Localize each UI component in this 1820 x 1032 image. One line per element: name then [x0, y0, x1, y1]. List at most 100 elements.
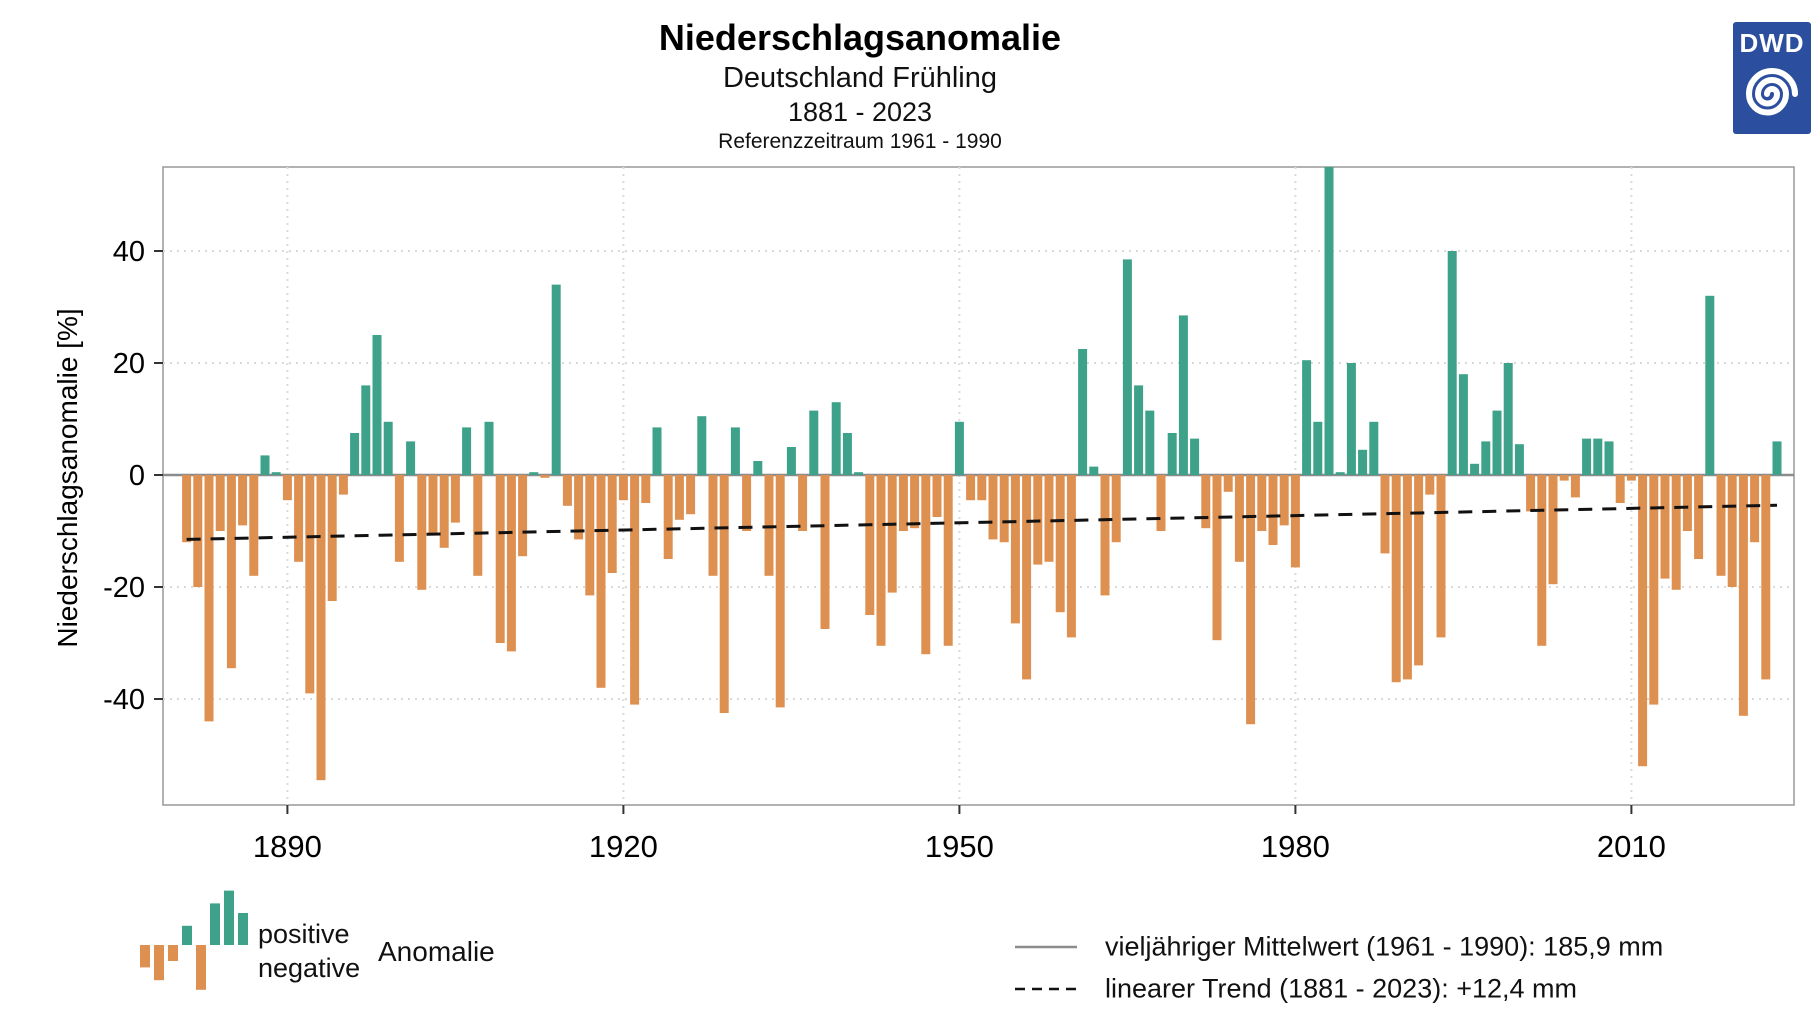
bar-1912 [529, 472, 539, 475]
bar-1984 [1335, 472, 1345, 475]
bar-1916 [574, 475, 584, 540]
bar-2017 [1705, 295, 1715, 475]
legend-icon-bar [210, 903, 220, 945]
bar-1952 [977, 475, 987, 501]
bar-1999 [1503, 363, 1513, 475]
bar-1993 [1436, 475, 1446, 638]
bar-1958 [1044, 475, 1054, 562]
legend-anomaly: positive negative Anomalie [140, 890, 495, 1020]
bar-1936 [798, 475, 808, 531]
bar-1882 [193, 475, 203, 587]
y-tick-label--40: -40 [103, 684, 145, 716]
bar-1892 [305, 475, 315, 694]
bar-1895 [338, 475, 348, 495]
bar-1966 [1134, 385, 1144, 475]
bar-1910 [506, 475, 516, 652]
bar-1907 [473, 475, 483, 576]
bar-1985 [1346, 363, 1356, 475]
bar-1991 [1414, 475, 1424, 666]
legend-mean-row: vieljähriger Mittelwert (1961 - 1990): 1… [1015, 930, 1663, 972]
chart-subtitle-region-season: Deutschland Frühling [722, 61, 998, 94]
bar-1989 [1391, 475, 1401, 683]
bar-1947 [921, 475, 931, 655]
bar-2023 [1772, 441, 1782, 475]
bar-1891 [294, 475, 304, 562]
bar-1886 [238, 475, 248, 526]
bar-1946 [910, 475, 920, 529]
x-tick-label-1950: 1950 [925, 829, 994, 864]
trend-line [186, 503, 1778, 541]
mean-line-icon [1015, 945, 1077, 949]
bar-1911 [518, 475, 528, 557]
bar-1944 [887, 475, 897, 593]
bar-1884 [215, 475, 225, 531]
bar-1998 [1492, 410, 1502, 475]
bar-2008 [1604, 441, 1614, 475]
bar-1919 [607, 475, 617, 573]
bar-1896 [350, 433, 360, 475]
chart-header: Niederschlagsanomalie Deutschland Frühli… [0, 0, 1720, 154]
bar-1929 [719, 475, 729, 713]
bar-1980 [1290, 475, 1300, 568]
bar-2013 [1660, 475, 1670, 579]
bar-1913 [540, 475, 550, 478]
bar-2003 [1548, 475, 1558, 585]
bar-1920 [618, 475, 628, 501]
bar-1982 [1313, 421, 1323, 475]
bar-1942 [865, 475, 875, 615]
bar-1898 [372, 335, 382, 475]
bar-1948 [932, 475, 942, 517]
bar-1967 [1145, 410, 1155, 475]
bar-2001 [1526, 475, 1536, 512]
bar-1965 [1122, 259, 1132, 475]
bar-1976 [1246, 475, 1256, 725]
bar-1909 [495, 475, 505, 643]
legend-negative-label: negative [258, 952, 361, 983]
bar-2004 [1559, 475, 1569, 481]
bar-1979 [1279, 475, 1289, 526]
bar-2020 [1738, 475, 1748, 716]
bar-2011 [1638, 475, 1648, 767]
bar-1908 [484, 421, 494, 475]
bar-2006 [1582, 438, 1592, 475]
bar-1917 [585, 475, 595, 596]
bar-1949 [943, 475, 953, 646]
bar-1953 [988, 475, 998, 540]
bar-1904 [439, 475, 449, 548]
bar-2018 [1716, 475, 1726, 576]
x-tick-label-1920: 1920 [589, 829, 658, 864]
bar-1959 [1055, 475, 1065, 613]
bar-1997 [1481, 441, 1491, 475]
bar-1963 [1100, 475, 1110, 596]
legend-icon-bar [154, 945, 164, 981]
legend-trend-row: linearer Trend (1881 - 2023): +12,4 mm [1015, 972, 1663, 1014]
bar-2002 [1537, 475, 1547, 646]
bar-1971 [1190, 438, 1200, 475]
bar-1994 [1447, 251, 1457, 475]
bar-1996 [1470, 463, 1480, 475]
bar-1964 [1111, 475, 1121, 543]
y-tick-label-20: 20 [113, 348, 145, 380]
y-tick-label-0: 0 [129, 460, 145, 492]
bar-1901 [406, 441, 416, 475]
legend-icon-bar [168, 945, 178, 961]
bar-1983 [1324, 167, 1334, 475]
bar-1995 [1458, 374, 1468, 475]
bar-1928 [708, 475, 718, 576]
bar-1885 [226, 475, 236, 669]
plot-border [162, 166, 1795, 806]
bar-1934 [775, 475, 785, 708]
legend-icon-bar [140, 945, 150, 968]
bar-1938 [820, 475, 830, 629]
bar-1954 [999, 475, 1009, 543]
bar-1921 [630, 475, 640, 705]
anomaly-bars-icon [140, 890, 248, 990]
bar-1968 [1156, 475, 1166, 531]
bar-1977 [1257, 475, 1267, 531]
bar-2000 [1514, 444, 1524, 475]
dwd-spiral-icon [1745, 68, 1798, 116]
bar-1923 [652, 427, 662, 475]
bar-1988 [1380, 475, 1390, 554]
bar-1915 [562, 475, 572, 506]
